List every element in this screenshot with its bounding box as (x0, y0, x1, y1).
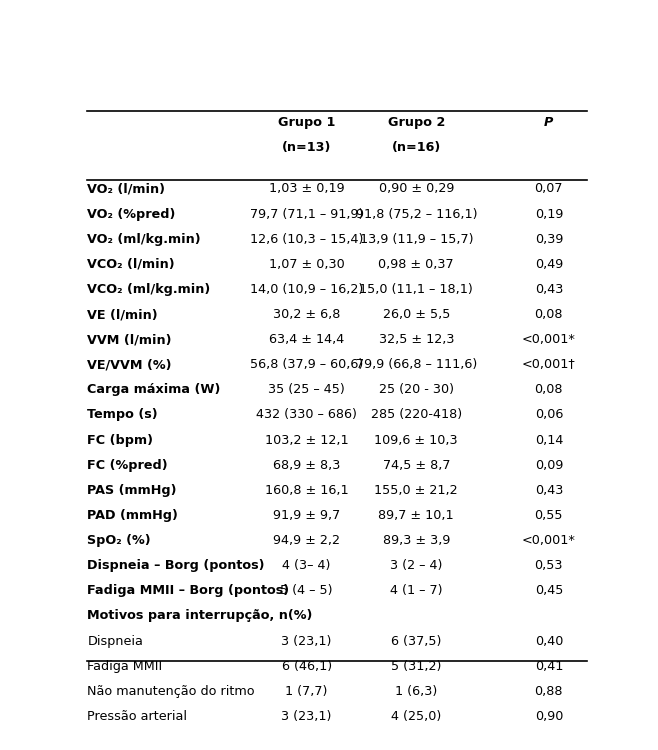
Text: 0,06: 0,06 (535, 409, 563, 422)
Text: (n=16): (n=16) (392, 141, 441, 154)
Text: 0,39: 0,39 (535, 232, 563, 246)
Text: 1,03 ± 0,19: 1,03 ± 0,19 (269, 182, 344, 196)
Text: Fadiga MMII: Fadiga MMII (88, 660, 163, 673)
Text: 0,45: 0,45 (535, 584, 563, 597)
Text: 32,5 ± 12,3: 32,5 ± 12,3 (378, 333, 454, 346)
Text: 79,7 (71,1 – 91,9): 79,7 (71,1 – 91,9) (250, 208, 363, 220)
Text: VE (l/min): VE (l/min) (88, 308, 158, 321)
Text: 0,14: 0,14 (535, 433, 563, 446)
Text: <0,001†: <0,001† (522, 358, 576, 371)
Text: P: P (544, 116, 553, 129)
Text: Não manutenção do ritmo: Não manutenção do ritmo (88, 685, 255, 698)
Text: 103,2 ± 12,1: 103,2 ± 12,1 (265, 433, 349, 446)
Text: FC (%pred): FC (%pred) (88, 459, 168, 472)
Text: 79,9 (66,8 – 111,6): 79,9 (66,8 – 111,6) (355, 358, 477, 371)
Text: 432 (330 – 686): 432 (330 – 686) (256, 409, 357, 422)
Text: PAS (mmHg): PAS (mmHg) (88, 484, 177, 496)
Text: 5 (31,2): 5 (31,2) (391, 660, 442, 673)
Text: Tempo (s): Tempo (s) (88, 409, 158, 422)
Text: <0,001*: <0,001* (522, 333, 576, 346)
Text: Carga máxima (W): Carga máxima (W) (88, 383, 220, 396)
Text: VE/VVM (%): VE/VVM (%) (88, 358, 172, 371)
Text: 1 (7,7): 1 (7,7) (286, 685, 328, 698)
Text: 91,9 ± 9,7: 91,9 ± 9,7 (273, 509, 340, 522)
Text: 25 (20 - 30): 25 (20 - 30) (379, 383, 454, 396)
Text: 0,43: 0,43 (535, 283, 563, 296)
Text: 0,09: 0,09 (535, 459, 563, 472)
Text: 109,6 ± 10,3: 109,6 ± 10,3 (374, 433, 458, 446)
Text: Motivos para interrupção, n(%): Motivos para interrupção, n(%) (88, 610, 313, 622)
Text: 89,7 ± 10,1: 89,7 ± 10,1 (378, 509, 454, 522)
Text: <0,001*: <0,001* (522, 534, 576, 547)
Text: 0,55: 0,55 (534, 509, 563, 522)
Text: VVM (l/min): VVM (l/min) (88, 333, 172, 346)
Text: 3 (2 – 4): 3 (2 – 4) (390, 560, 442, 572)
Text: 35 (25 – 45): 35 (25 – 45) (268, 383, 345, 396)
Text: 0,40: 0,40 (535, 634, 563, 647)
Text: VCO₂ (l/min): VCO₂ (l/min) (88, 258, 175, 271)
Text: 160,8 ± 16,1: 160,8 ± 16,1 (265, 484, 349, 496)
Text: 0,90: 0,90 (535, 710, 563, 723)
Text: 4 (3– 4): 4 (3– 4) (282, 560, 331, 572)
Text: Pressão arterial: Pressão arterial (88, 710, 188, 723)
Text: 285 (220-418): 285 (220-418) (370, 409, 462, 422)
Text: 155,0 ± 21,2: 155,0 ± 21,2 (374, 484, 458, 496)
Text: 0,98 ± 0,37: 0,98 ± 0,37 (378, 258, 454, 271)
Text: 0,43: 0,43 (535, 484, 563, 496)
Text: Fadiga MMII – Borg (pontos): Fadiga MMII – Borg (pontos) (88, 584, 290, 597)
Text: 0,08: 0,08 (534, 308, 563, 321)
Text: 0,90 ± 0,29: 0,90 ± 0,29 (378, 182, 454, 196)
Text: 74,5 ± 8,7: 74,5 ± 8,7 (382, 459, 450, 472)
Text: 13,9 (11,9 – 15,7): 13,9 (11,9 – 15,7) (359, 232, 473, 246)
Text: Dispneia: Dispneia (88, 634, 143, 647)
Text: 0,49: 0,49 (535, 258, 563, 271)
Text: 5 (4 – 5): 5 (4 – 5) (280, 584, 333, 597)
Text: 0,19: 0,19 (535, 208, 563, 220)
Text: VO₂ (l/min): VO₂ (l/min) (88, 182, 165, 196)
Text: 63,4 ± 14,4: 63,4 ± 14,4 (269, 333, 344, 346)
Text: 0,41: 0,41 (535, 660, 563, 673)
Text: Grupo 1: Grupo 1 (278, 116, 336, 129)
Text: 0,88: 0,88 (534, 685, 563, 698)
Text: 56,8 (37,9 – 60,6): 56,8 (37,9 – 60,6) (250, 358, 363, 371)
Text: VCO₂ (ml/kg.min): VCO₂ (ml/kg.min) (88, 283, 211, 296)
Text: 0,08: 0,08 (534, 383, 563, 396)
Text: 30,2 ± 6,8: 30,2 ± 6,8 (273, 308, 340, 321)
Text: 6 (46,1): 6 (46,1) (282, 660, 332, 673)
Text: VO₂ (ml/kg.min): VO₂ (ml/kg.min) (88, 232, 201, 246)
Text: 4 (25,0): 4 (25,0) (391, 710, 442, 723)
Text: 1 (6,3): 1 (6,3) (395, 685, 438, 698)
Text: 6 (37,5): 6 (37,5) (391, 634, 442, 647)
Text: 3 (23,1): 3 (23,1) (282, 634, 332, 647)
Text: 12,6 (10,3 – 15,4): 12,6 (10,3 – 15,4) (250, 232, 363, 246)
Text: VO₂ (%pred): VO₂ (%pred) (88, 208, 176, 220)
Text: 14,0 (10,9 – 16,2): 14,0 (10,9 – 16,2) (250, 283, 363, 296)
Text: 0,07: 0,07 (534, 182, 563, 196)
Text: 1,07 ± 0,30: 1,07 ± 0,30 (268, 258, 345, 271)
Text: SpO₂ (%): SpO₂ (%) (88, 534, 151, 547)
Text: 68,9 ± 8,3: 68,9 ± 8,3 (273, 459, 340, 472)
Text: FC (bpm): FC (bpm) (88, 433, 153, 446)
Text: 3 (23,1): 3 (23,1) (282, 710, 332, 723)
Text: 94,9 ± 2,2: 94,9 ± 2,2 (273, 534, 340, 547)
Text: PAD (mmHg): PAD (mmHg) (88, 509, 178, 522)
Text: 26,0 ± 5,5: 26,0 ± 5,5 (382, 308, 450, 321)
Text: 0,53: 0,53 (534, 560, 563, 572)
Text: Dispneia – Borg (pontos): Dispneia – Borg (pontos) (88, 560, 265, 572)
Text: 4 (1 – 7): 4 (1 – 7) (390, 584, 443, 597)
Text: 15,0 (11,1 – 18,1): 15,0 (11,1 – 18,1) (359, 283, 473, 296)
Text: 91,8 (75,2 – 116,1): 91,8 (75,2 – 116,1) (355, 208, 477, 220)
Text: 89,3 ± 3,9: 89,3 ± 3,9 (382, 534, 450, 547)
Text: Grupo 2: Grupo 2 (388, 116, 445, 129)
Text: (n=13): (n=13) (282, 141, 332, 154)
